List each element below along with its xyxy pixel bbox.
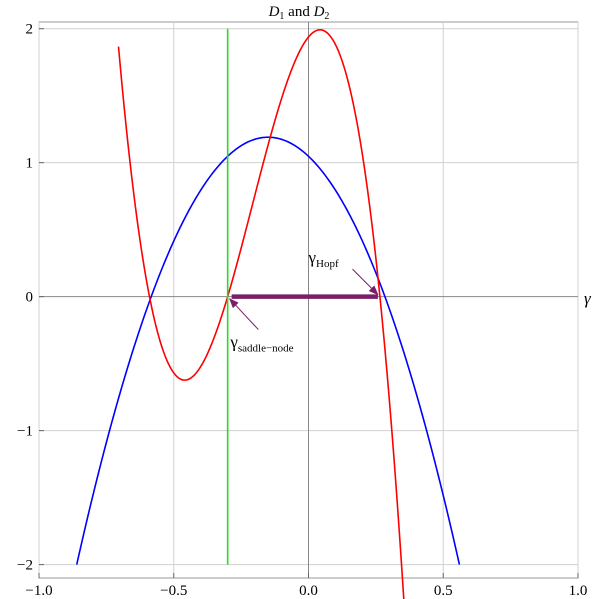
series-red-curve (117, 29, 405, 599)
y-tick-label: 1 (26, 156, 34, 172)
annotation-arrow-saddle-node (229, 298, 259, 330)
y-tick-label: 0 (26, 290, 34, 306)
annotation-saddle-node: γsaddle−node (229, 333, 293, 355)
annotation-arrow-hopf (352, 268, 379, 296)
x-tick-label: 1.0 (569, 583, 588, 599)
y-tick-label: −2 (17, 558, 33, 574)
x-axis-label: γ (584, 289, 592, 308)
axes (39, 22, 578, 578)
series-group (75, 28, 461, 599)
x-tick-label: 0.5 (434, 583, 453, 599)
annotation-hopf: γHopf (308, 248, 339, 270)
y-tick-label: −1 (17, 424, 33, 440)
series-blue-curve (75, 136, 461, 565)
x-tick-label: −1.0 (25, 583, 52, 599)
chart-title: D1 and D2 (268, 4, 330, 22)
annotations: γHopf γsaddle−node (229, 248, 379, 355)
tick-labels: −1.0 −0.5 0.0 0.5 1.0 −2 −1 0 1 2 (17, 22, 587, 599)
x-tick-label: −0.5 (160, 583, 187, 599)
y-tick-label: 2 (26, 22, 34, 38)
x-tick-label: 0.0 (299, 583, 318, 599)
